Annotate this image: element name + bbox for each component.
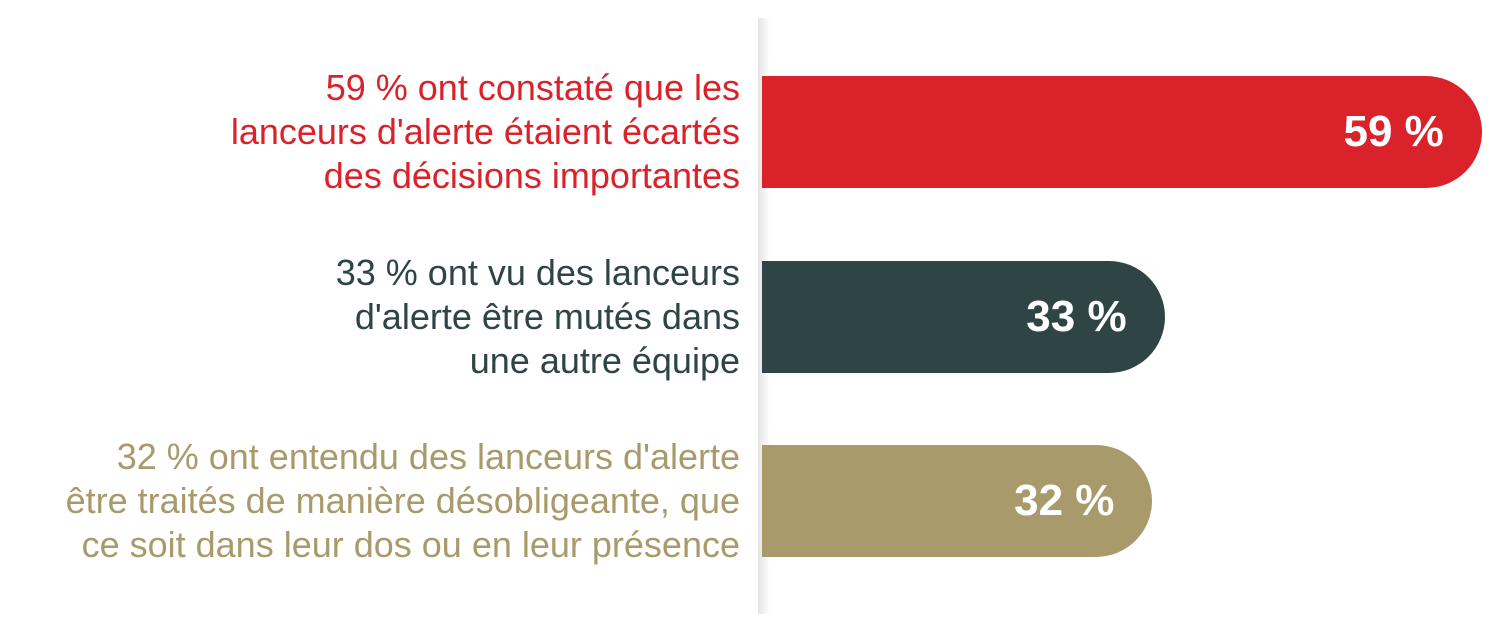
category-label-line: une autre équipe — [469, 340, 740, 381]
category-label-line: des décisions importantes — [323, 155, 740, 196]
bar-value-label: 59 % — [1343, 107, 1444, 156]
category-label-line: ce soit dans leur dos ou en leur présenc… — [81, 524, 740, 565]
bar-value-label: 32 % — [1014, 476, 1115, 525]
bar — [762, 76, 1482, 188]
bar — [762, 445, 1153, 557]
category-label: 33 % ont vu des lanceurs d'alerte être mu… — [0, 251, 740, 383]
category-label: 32 % ont entendu des lanceurs d'alerte êt… — [0, 435, 740, 567]
category-label-line: être traités de manière désobligeante, q… — [65, 480, 740, 521]
category-label-line: d'alerte être mutés dans — [354, 296, 740, 337]
bar — [762, 261, 1165, 373]
category-label-line: 33 % ont vu des lanceurs — [335, 252, 740, 293]
category-label: 59 % ont constaté que les lanceurs d'aler… — [0, 66, 740, 198]
category-label-line: lanceurs d'alerte étaient écartés — [230, 111, 740, 152]
bar-value-label: 33 % — [1026, 292, 1127, 341]
category-label-line: 32 % ont entendu des lanceurs d'alerte — [116, 436, 740, 477]
category-label-line: 59 % ont constaté que les — [325, 67, 740, 108]
